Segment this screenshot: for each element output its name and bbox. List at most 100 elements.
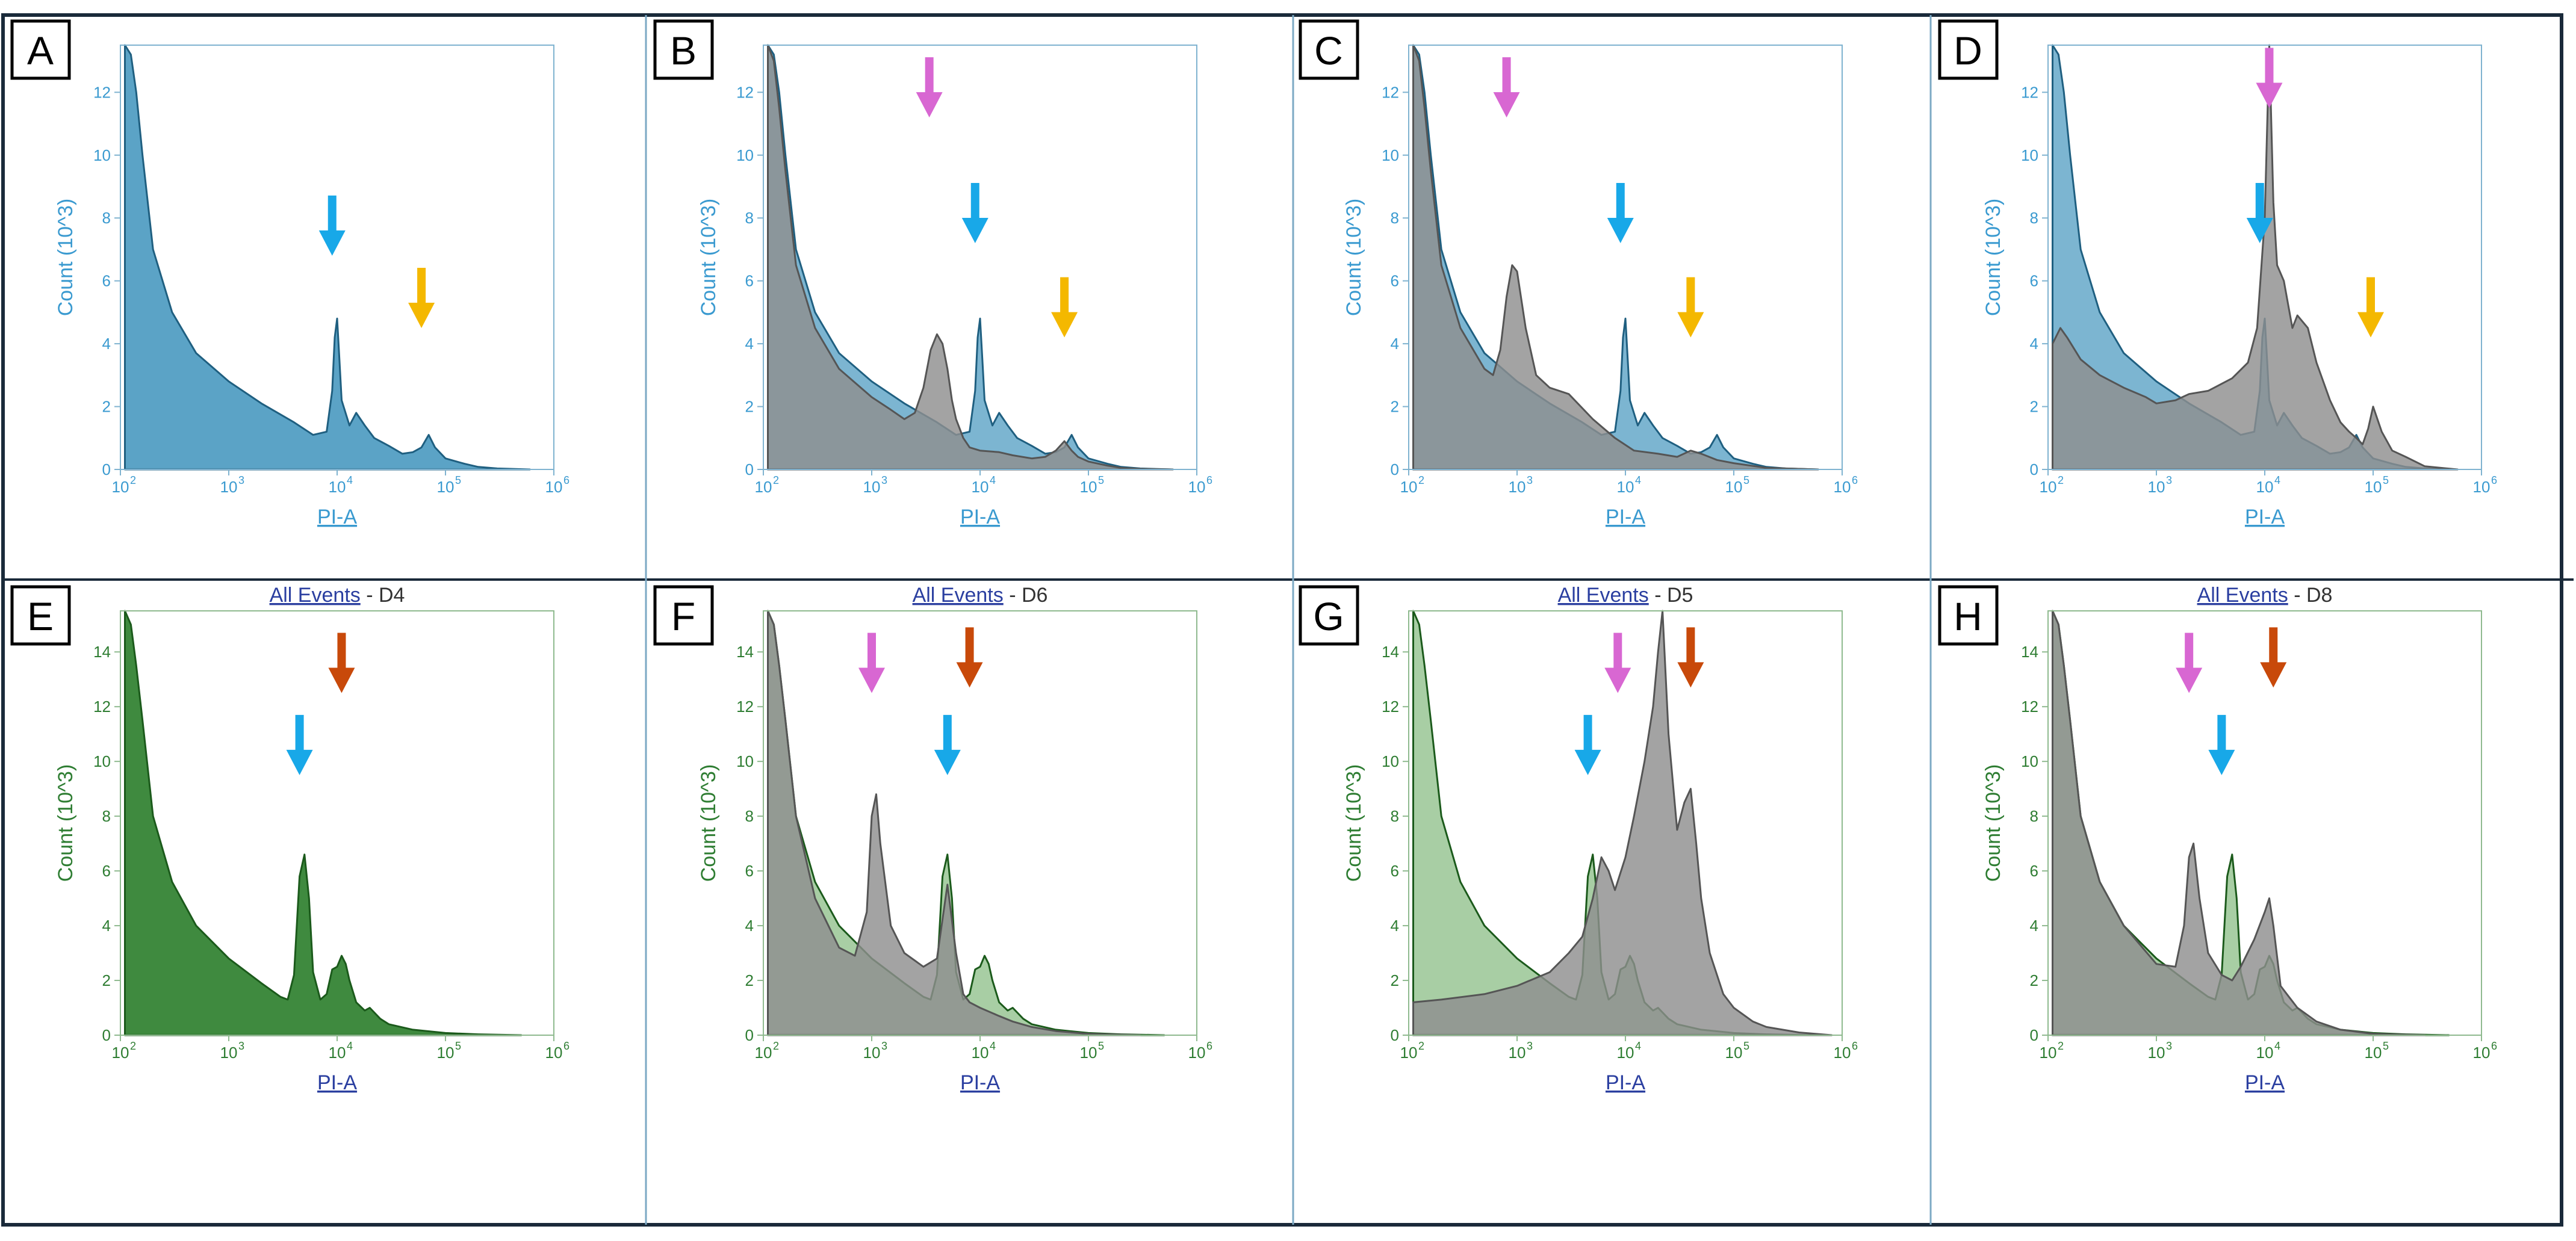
grid-frame <box>1 13 2574 1227</box>
panel-letter-box <box>10 19 71 80</box>
y-tick-label: 0 <box>2030 1026 2038 1044</box>
x-tick-exponent: 4 <box>347 474 353 486</box>
y-tick-label: 12 <box>2021 698 2038 716</box>
y-tick-label: 4 <box>1391 335 1399 353</box>
x-tick-exponent: 4 <box>1635 474 1641 486</box>
y-tick-label: 8 <box>1391 209 1399 227</box>
panel-letter: H <box>1954 594 1982 639</box>
x-tick-label: 10 <box>972 1044 989 1062</box>
x-tick-exponent: 4 <box>2274 1040 2280 1052</box>
x-tick-label: 10 <box>2256 478 2274 496</box>
arrow-cyan <box>934 714 961 775</box>
x-tick-exponent: 5 <box>1098 1040 1104 1052</box>
chart-title: All Events - D6 <box>913 584 1048 607</box>
panel-letter: F <box>671 594 695 639</box>
x-tick-exponent: 4 <box>1635 1040 1641 1052</box>
y-tick-label: 14 <box>736 643 754 661</box>
y-axis-label: Count (10^3) <box>697 764 720 882</box>
chart-title-link[interactable]: All Events <box>2197 584 2288 607</box>
panel-letter-box <box>653 19 714 80</box>
y-tick-label: 6 <box>1391 862 1399 880</box>
x-tick-label: 10 <box>1400 1044 1418 1062</box>
arrow-magenta <box>916 57 943 118</box>
x-tick-label: 10 <box>2040 478 2057 496</box>
x-axis-label[interactable]: PI-A <box>2245 1071 2285 1094</box>
y-tick-label: 14 <box>1382 643 1399 661</box>
x-tick-label: 10 <box>1400 478 1418 496</box>
y-tick-label: 8 <box>1391 807 1399 825</box>
chart-title-link[interactable]: All Events <box>913 584 1004 607</box>
x-tick-exponent: 2 <box>1418 1040 1424 1052</box>
panel-letter: B <box>670 28 697 73</box>
y-tick-label: 0 <box>102 1026 111 1044</box>
x-tick-label: 10 <box>1834 1044 1851 1062</box>
x-axis-label[interactable]: PI-A <box>960 506 1000 528</box>
arrow-cyan <box>2208 714 2235 775</box>
chart-title-link[interactable]: All Events <box>270 584 361 607</box>
x-tick-exponent: 2 <box>130 1040 136 1052</box>
x-axis-label[interactable]: PI-A <box>317 506 357 528</box>
x-tick-exponent: 3 <box>2166 1040 2172 1052</box>
x-tick-exponent: 5 <box>2383 1040 2389 1052</box>
arrow-magenta <box>1604 633 1631 693</box>
y-tick-label: 0 <box>102 460 111 478</box>
x-tick-label: 10 <box>2365 478 2382 496</box>
y-tick-label: 4 <box>745 917 754 935</box>
x-axis-label[interactable]: PI-A <box>960 1071 1000 1094</box>
x-tick-label: 10 <box>1080 1044 1097 1062</box>
y-tick-label: 6 <box>2030 862 2038 880</box>
y-tick-label: 4 <box>1391 917 1399 935</box>
y-tick-label: 6 <box>102 862 111 880</box>
y-axis-label: Count (10^3) <box>54 199 77 317</box>
x-tick-exponent: 6 <box>1206 474 1212 486</box>
arrow-orange <box>1051 277 1078 338</box>
y-tick-label: 8 <box>2030 807 2038 825</box>
arrow-cyan <box>318 195 346 256</box>
y-tick-label: 2 <box>1391 398 1399 416</box>
x-tick-label: 10 <box>112 1044 129 1062</box>
x-tick-exponent: 3 <box>238 474 244 486</box>
y-tick-label: 6 <box>2030 272 2038 290</box>
panel-letter-box <box>10 585 71 646</box>
x-tick-label: 10 <box>545 478 563 496</box>
x-axis-label[interactable]: PI-A <box>317 1071 357 1094</box>
chart-title-link[interactable]: All Events <box>1558 584 1649 607</box>
y-tick-label: 10 <box>1382 752 1399 770</box>
panel-letter: E <box>27 594 54 639</box>
x-tick-label: 10 <box>1188 478 1206 496</box>
x-tick-exponent: 2 <box>2058 474 2064 486</box>
x-tick-exponent: 5 <box>455 474 461 486</box>
chart-title-suffix: - D6 <box>1004 584 1048 607</box>
y-tick-label: 6 <box>745 862 754 880</box>
y-tick-label: 10 <box>93 752 111 770</box>
x-tick-label: 10 <box>863 1044 881 1062</box>
y-axis-label: Count (10^3) <box>1342 764 1365 882</box>
x-tick-exponent: 6 <box>1852 474 1858 486</box>
x-tick-label: 10 <box>220 1044 238 1062</box>
x-tick-label: 10 <box>2040 1044 2057 1062</box>
histogram-area-treated <box>2052 44 2459 471</box>
x-tick-label: 10 <box>545 1044 563 1062</box>
x-tick-label: 10 <box>1509 478 1526 496</box>
x-tick-exponent: 6 <box>563 474 570 486</box>
x-tick-exponent: 2 <box>1418 474 1424 486</box>
x-tick-exponent: 2 <box>773 474 779 486</box>
histogram-area-treated <box>767 44 1174 471</box>
y-tick-label: 12 <box>736 698 754 716</box>
x-axis-label[interactable]: PI-A <box>1606 506 1645 528</box>
panel-letter: G <box>1313 594 1344 639</box>
panel-letter: A <box>27 28 54 73</box>
y-tick-label: 2 <box>2030 971 2038 989</box>
arrow-brown <box>2260 627 2287 688</box>
x-tick-exponent: 6 <box>2491 474 2497 486</box>
x-axis-label[interactable]: PI-A <box>2245 506 2285 528</box>
x-tick-label: 10 <box>437 1044 455 1062</box>
x-axis-label[interactable]: PI-A <box>1606 1071 1645 1094</box>
chart-title: All Events - D4 <box>270 584 405 607</box>
